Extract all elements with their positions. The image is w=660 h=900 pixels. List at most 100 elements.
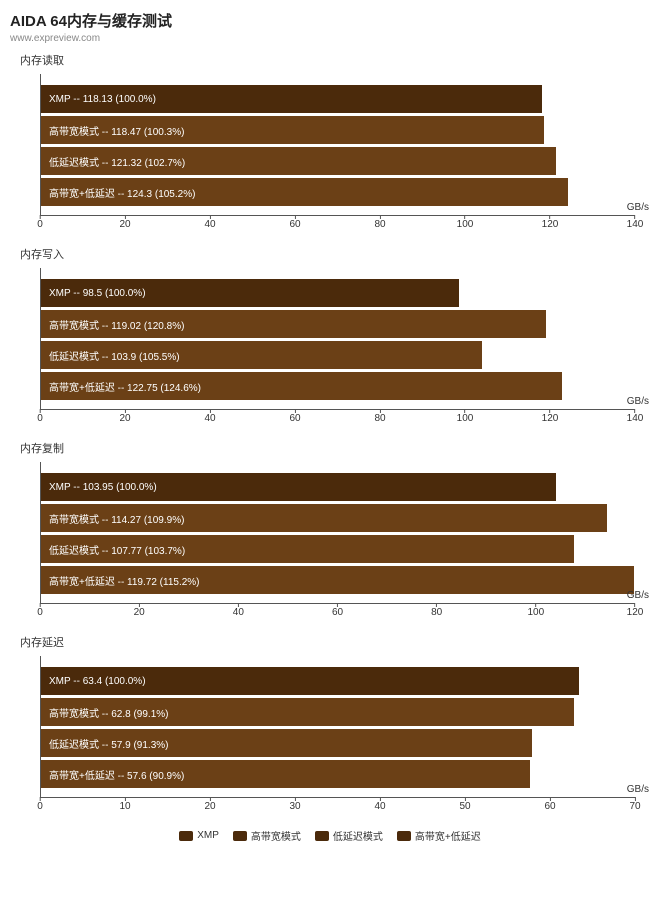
axis-tick: 140 — [627, 219, 644, 230]
bar-label: XMP -- 118.13 (100.0%) — [49, 94, 156, 105]
bar-row: 高带宽模式 -- 62.8 (99.1%) — [41, 698, 635, 726]
bar: 高带宽模式 -- 62.8 (99.1%) — [41, 698, 574, 726]
bar-row: 高带宽模式 -- 119.02 (120.8%) — [41, 310, 635, 338]
axis-tick: 20 — [119, 413, 130, 424]
axis-tick: 0 — [37, 413, 43, 424]
bar-label: 高带宽+低延迟 -- 122.75 (124.6%) — [49, 379, 201, 394]
bar: 高带宽+低延迟 -- 119.72 (115.2%) — [41, 566, 634, 594]
axis-tick: 0 — [37, 801, 43, 812]
bar: 高带宽+低延迟 -- 57.6 (90.9%) — [41, 760, 530, 788]
bar-label: 低延迟模式 -- 107.77 (103.7%) — [49, 542, 185, 557]
x-axis: GB/s010203040506070 — [40, 798, 635, 818]
bar-label: 高带宽+低延迟 -- 119.72 (115.2%) — [49, 573, 200, 588]
bar-label: 低延迟模式 -- 103.9 (105.5%) — [49, 348, 180, 363]
bar: 高带宽模式 -- 119.02 (120.8%) — [41, 310, 546, 338]
bar: 高带宽+低延迟 -- 122.75 (124.6%) — [41, 372, 562, 400]
legend-item: 高带宽模式 — [233, 828, 301, 843]
bar-label: XMP -- 98.5 (100.0%) — [49, 288, 146, 299]
panel-title: 内存延迟 — [20, 634, 650, 650]
bar-row: 低延迟模式 -- 121.32 (102.7%) — [41, 147, 635, 175]
bar-row: 低延迟模式 -- 103.9 (105.5%) — [41, 341, 635, 369]
bar-row: XMP -- 63.4 (100.0%) — [41, 667, 635, 695]
axis-tick: 70 — [629, 801, 640, 812]
legend-label: 高带宽+低延迟 — [415, 828, 481, 843]
bar: 低延迟模式 -- 107.77 (103.7%) — [41, 535, 574, 563]
legend-swatch — [233, 831, 247, 841]
x-axis: GB/s020406080100120140 — [40, 216, 635, 236]
legend-item: 低延迟模式 — [315, 828, 383, 843]
axis-unit: GB/s — [627, 590, 649, 601]
bar: XMP -- 118.13 (100.0%) — [41, 85, 542, 113]
axis-tick: 0 — [37, 219, 43, 230]
axis-tick: 60 — [332, 607, 343, 618]
page-subtitle: www.expreview.com — [10, 33, 650, 44]
bar: 低延迟模式 -- 103.9 (105.5%) — [41, 341, 482, 369]
bar: XMP -- 103.95 (100.0%) — [41, 473, 556, 501]
bar-label: XMP -- 63.4 (100.0%) — [49, 676, 146, 687]
axis-tick: 60 — [544, 801, 555, 812]
bar-row: 高带宽+低延迟 -- 122.75 (124.6%) — [41, 372, 635, 400]
axis-tick: 140 — [627, 413, 644, 424]
bar-row: 低延迟模式 -- 57.9 (91.3%) — [41, 729, 635, 757]
axis-tick: 30 — [289, 801, 300, 812]
axis-tick: 40 — [204, 219, 215, 230]
bar-row: XMP -- 103.95 (100.0%) — [41, 473, 635, 501]
bar-label: 高带宽+低延迟 -- 124.3 (105.2%) — [49, 185, 195, 200]
axis-tick: 20 — [134, 607, 145, 618]
axis-tick: 20 — [119, 219, 130, 230]
axis-tick: 20 — [204, 801, 215, 812]
axis-tick: 60 — [289, 413, 300, 424]
bar-label: 高带宽模式 -- 114.27 (109.9%) — [49, 511, 184, 526]
axis-tick: 80 — [374, 219, 385, 230]
axis-tick: 120 — [542, 413, 559, 424]
bar-row: 高带宽+低延迟 -- 119.72 (115.2%) — [41, 566, 635, 594]
bar-label: 高带宽+低延迟 -- 57.6 (90.9%) — [49, 767, 184, 782]
x-axis: GB/s020406080100120140 — [40, 410, 635, 430]
legend: XMP 高带宽模式 低延迟模式 高带宽+低延迟 — [10, 828, 650, 843]
axis-unit: GB/s — [627, 202, 649, 213]
panel-title: 内存读取 — [20, 52, 650, 68]
legend-label: 低延迟模式 — [333, 828, 383, 843]
axis-tick: 80 — [374, 413, 385, 424]
axis-tick: 80 — [431, 607, 442, 618]
panel-title: 内存复制 — [20, 440, 650, 456]
legend-label: 高带宽模式 — [251, 828, 301, 843]
legend-swatch — [397, 831, 411, 841]
axis-tick: 120 — [542, 219, 559, 230]
axis-tick: 100 — [457, 219, 474, 230]
panels-container: 内存读取 XMP -- 118.13 (100.0%) 高带宽模式 -- 118.4… — [10, 52, 650, 818]
axis-unit: GB/s — [627, 784, 649, 795]
axis-tick: 100 — [457, 413, 474, 424]
axis-tick: 100 — [527, 607, 544, 618]
chart-area: XMP -- 103.95 (100.0%) 高带宽模式 -- 114.27 (1… — [40, 462, 635, 604]
bar-label: 高带宽模式 -- 62.8 (99.1%) — [49, 705, 168, 720]
legend-swatch — [315, 831, 329, 841]
axis-tick: 10 — [119, 801, 130, 812]
chart-panel: 内存写入XMP -- 98.5 (100.0%)高带宽模式 -- 119.02 … — [10, 246, 650, 430]
x-axis: GB/s020406080100120 — [40, 604, 635, 624]
bar-row: XMP -- 98.5 (100.0%) — [41, 279, 635, 307]
bar-label: 高带宽模式 -- 118.47 (100.3%) — [49, 123, 184, 138]
bar: 高带宽+低延迟 -- 124.3 (105.2%) — [41, 178, 568, 206]
chart-area: XMP -- 118.13 (100.0%) 高带宽模式 -- 118.47 (1… — [40, 74, 635, 216]
bar-label: 高带宽模式 -- 119.02 (120.8%) — [49, 317, 184, 332]
legend-label: XMP — [197, 830, 219, 841]
bar-row: 高带宽+低延迟 -- 124.3 (105.2%) — [41, 178, 635, 206]
bar-row: 低延迟模式 -- 107.77 (103.7%) — [41, 535, 635, 563]
axis-tick: 60 — [289, 219, 300, 230]
chart-panel: 内存复制 XMP -- 103.95 (100.0%) 高带宽模式 -- 114.2… — [10, 440, 650, 624]
axis-tick: 120 — [627, 607, 644, 618]
bar: 低延迟模式 -- 57.9 (91.3%) — [41, 729, 532, 757]
axis-unit: GB/s — [627, 396, 649, 407]
axis-tick: 40 — [233, 607, 244, 618]
bar-row: 高带宽模式 -- 114.27 (109.9%) — [41, 504, 635, 532]
legend-item: 高带宽+低延迟 — [397, 828, 481, 843]
bar-label: 低延迟模式 -- 121.32 (102.7%) — [49, 154, 185, 169]
chart-area: XMP -- 63.4 (100.0%) 高带宽模式 -- 62.8 (99.1%… — [40, 656, 635, 798]
bar-row: XMP -- 118.13 (100.0%) — [41, 85, 635, 113]
axis-tick: 50 — [459, 801, 470, 812]
page-title: AIDA 64内存与缓存测试 — [10, 10, 650, 31]
axis-tick: 40 — [204, 413, 215, 424]
bar: 高带宽模式 -- 114.27 (109.9%) — [41, 504, 607, 532]
bar: 低延迟模式 -- 121.32 (102.7%) — [41, 147, 556, 175]
